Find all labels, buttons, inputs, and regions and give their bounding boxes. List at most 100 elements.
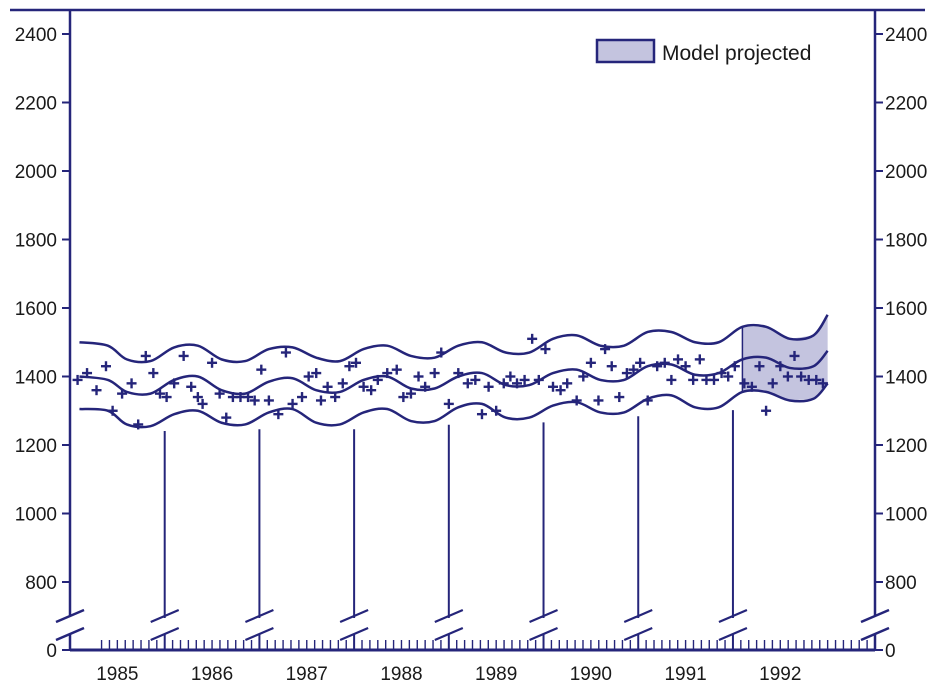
left-tick-label: 2000 — [15, 162, 57, 183]
right-tick-label: 0 — [885, 641, 896, 662]
observed-point — [413, 371, 424, 382]
observed-point — [533, 374, 544, 385]
observed-point — [420, 381, 431, 392]
observed-point — [606, 361, 617, 372]
observed-point — [540, 344, 551, 355]
observed-point — [789, 350, 800, 361]
drop-break-upper — [339, 608, 369, 624]
drop-break-lower — [339, 626, 369, 642]
observed-point — [100, 361, 111, 372]
right-tick-label: 1400 — [885, 368, 927, 389]
observed-point — [154, 388, 165, 399]
drop-break-lower — [718, 626, 748, 642]
right-tick-label: 2200 — [885, 94, 927, 115]
observed-point — [739, 378, 750, 389]
observed-point — [519, 374, 530, 385]
observed-point — [578, 371, 589, 382]
observed-point — [197, 398, 208, 409]
observed-point — [256, 364, 267, 375]
observed-point — [635, 357, 646, 368]
observed-point — [169, 378, 180, 389]
observed-point — [330, 392, 341, 403]
left-tick-label: 1000 — [15, 505, 57, 526]
left-tick-label: 800 — [25, 573, 57, 594]
model-upper-line — [79, 314, 829, 364]
legend: Model projected — [595, 38, 811, 65]
drop-break-lower — [434, 626, 464, 642]
observed-point — [126, 378, 137, 389]
observed-point — [562, 378, 573, 389]
observed-point — [716, 368, 727, 379]
observed-point — [280, 347, 291, 358]
model-lower-line — [79, 382, 829, 429]
observed-point — [593, 395, 604, 406]
observed-point — [491, 405, 502, 416]
observed-point — [767, 378, 778, 389]
observed-point — [666, 374, 677, 385]
observed-point — [303, 371, 314, 382]
left-tick-label: 0 — [46, 641, 57, 662]
left-tick-label: 2200 — [15, 94, 57, 115]
observed-point — [358, 381, 369, 392]
observed-point — [287, 398, 298, 409]
observed-point — [207, 357, 218, 368]
observed-point — [761, 405, 772, 416]
observed-point — [796, 371, 807, 382]
observed-point — [811, 374, 822, 385]
observed-point — [249, 395, 260, 406]
observed-point — [680, 361, 691, 372]
observed-point — [555, 385, 566, 396]
observed-point — [161, 392, 172, 403]
observed-point — [214, 388, 225, 399]
observed-point — [470, 374, 481, 385]
observed-point — [729, 361, 740, 372]
left-tick-label: 2400 — [15, 25, 57, 46]
right-axis-break-upper — [860, 608, 890, 624]
x-tick-label: 1987 — [286, 664, 328, 685]
observed-point — [273, 409, 284, 420]
right-tick-label: 800 — [885, 573, 917, 594]
observed-point — [263, 395, 274, 406]
right-tick-label: 1800 — [885, 231, 927, 252]
observed-point — [585, 357, 596, 368]
observed-point — [652, 361, 663, 372]
observed-point — [476, 409, 487, 420]
observed-point — [315, 395, 326, 406]
x-tick-label: 1986 — [191, 664, 233, 685]
observed-point — [133, 419, 144, 430]
left-tick-label: 1600 — [15, 299, 57, 320]
right-tick-label: 1200 — [885, 436, 927, 457]
drop-break-upper — [150, 608, 180, 624]
x-tick-label: 1989 — [475, 664, 517, 685]
observed-point — [243, 392, 254, 403]
observed-point — [505, 371, 516, 382]
observed-point — [436, 347, 447, 358]
observed-point — [527, 333, 538, 344]
observed-point — [391, 364, 402, 375]
observed-point — [398, 392, 409, 403]
observed-point — [775, 361, 786, 372]
observed-point — [82, 368, 93, 379]
observed-point — [351, 357, 362, 368]
legend-label: Model projected — [662, 42, 811, 65]
axes-layer: 2400 2200 2000 1800 1600 1400 1200 1000 800 0 2400… — [10, 8, 927, 685]
observed-point — [694, 354, 705, 365]
right-axis-break-lower — [860, 626, 890, 642]
drop-break-upper — [244, 608, 274, 624]
observed-point — [405, 388, 416, 399]
observed-point — [754, 361, 765, 372]
observed-point — [571, 395, 582, 406]
drop-break-upper — [529, 608, 558, 624]
observed-point — [709, 374, 719, 385]
left-axis-break-upper — [55, 608, 85, 624]
right-tick-label: 2000 — [885, 162, 927, 183]
left-tick-label: 1200 — [15, 436, 57, 457]
observed-point — [337, 378, 348, 389]
observed-point — [548, 381, 558, 392]
observed-point — [453, 368, 464, 379]
observed-point — [817, 378, 828, 389]
observed-point — [723, 371, 734, 382]
observed-point — [673, 354, 684, 365]
observed-point — [614, 392, 625, 403]
